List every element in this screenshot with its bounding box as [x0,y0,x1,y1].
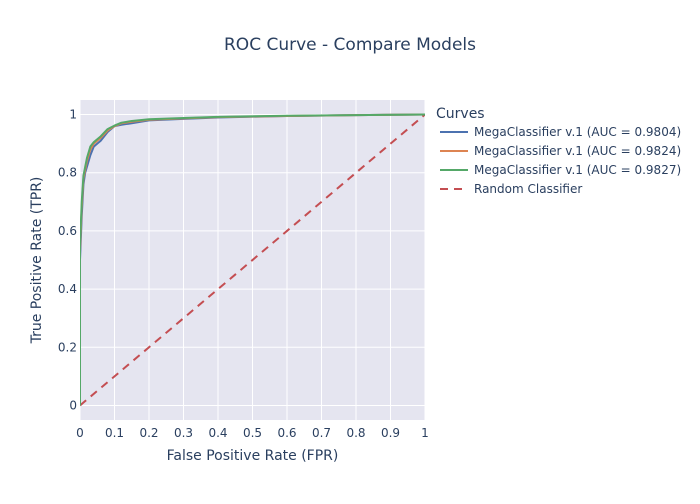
y-tick-label: 0.6 [58,224,77,238]
legend: MegaClassifier v.1 (AUC = 0.9804) MegaCla… [440,125,681,196]
chart-title: ROC Curve - Compare Models [224,35,476,55]
x-tick-label: 0 [76,426,84,440]
series-line-4 [80,113,425,407]
series-line-3 [80,113,425,406]
legend-item-label: Random Classifier [474,182,582,196]
y-tick-label: 0.8 [58,166,77,180]
x-tick-label: 0.7 [312,426,331,440]
y-tick-label: 0.2 [58,340,77,354]
x-tick-label: 0.6 [277,426,296,440]
y-tick-label: 0.4 [58,282,77,296]
gridlines [79,100,426,420]
y-tick-label: 0 [69,398,77,412]
legend-item-label: MegaClassifier v.1 (AUC = 0.9827) [474,163,681,177]
x-tick-label: 0.3 [174,426,193,440]
legend-item-label: MegaClassifier v.1 (AUC = 0.9804) [474,125,681,139]
x-tick-label: 0.2 [139,426,158,440]
legend-item-label: MegaClassifier v.1 (AUC = 0.9824) [474,144,681,158]
y-tick-label: 1 [69,108,77,122]
legend-title: Curves [436,106,485,122]
x-tick-label: 1 [421,426,429,440]
x-tick-label: 0.9 [381,426,400,440]
x-axis-ticks: 0 0.1 0.2 0.3 0.4 0.5 0.6 0.7 0.8 0.9 1 [76,426,429,440]
y-axis-title: True Positive Rate (TPR) [29,177,45,345]
x-tick-label: 0.1 [105,426,124,440]
x-tick-label: 0.5 [243,426,262,440]
x-tick-label: 0.8 [346,426,365,440]
series-group [80,113,425,407]
y-axis-ticks: 0 0.2 0.4 0.6 0.8 1 [58,108,77,413]
x-tick-label: 0.4 [208,426,227,440]
x-axis-title: False Positive Rate (FPR) [167,448,339,464]
